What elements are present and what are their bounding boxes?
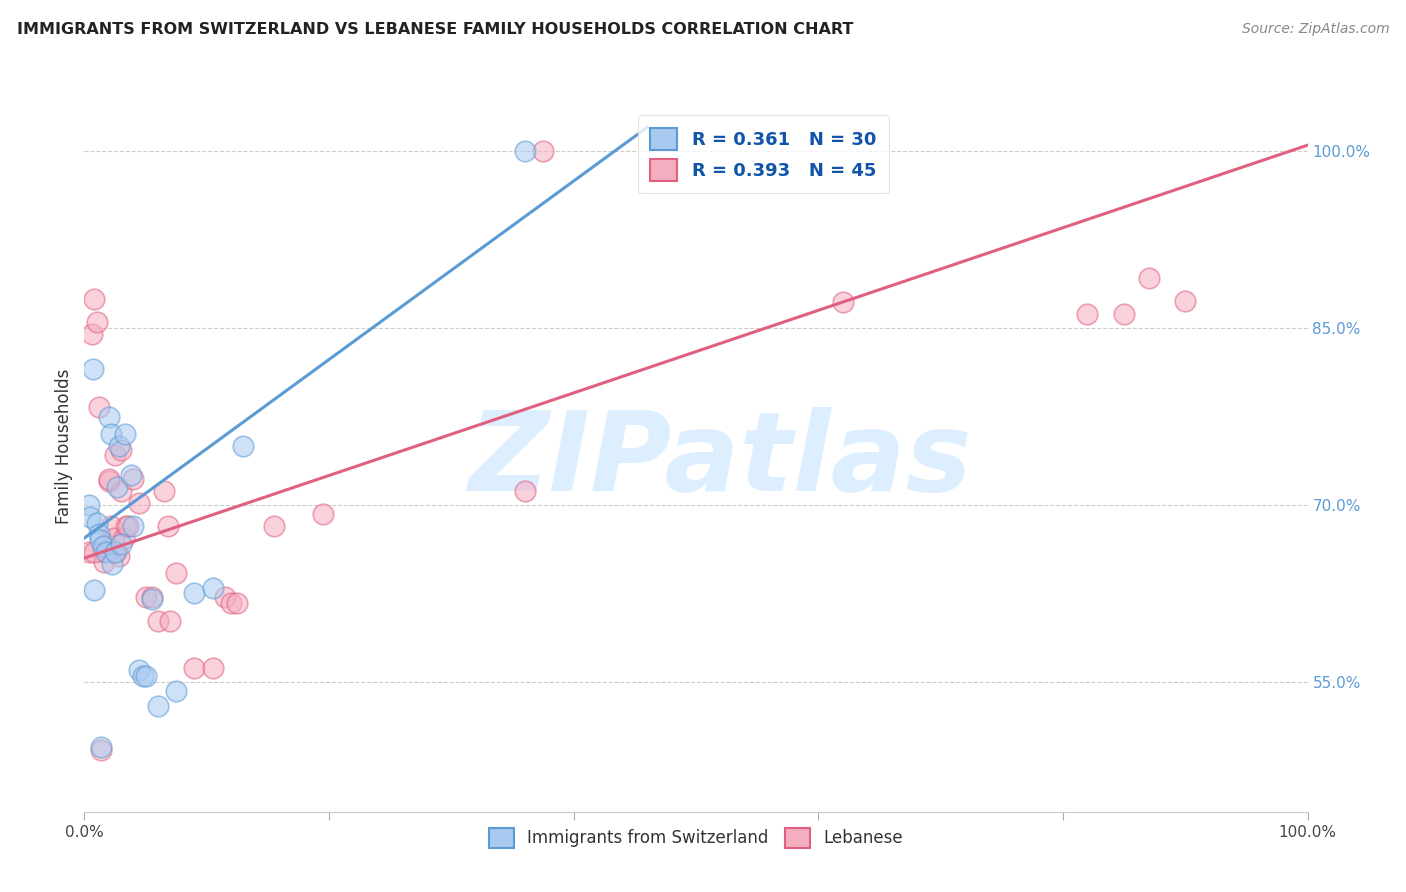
Point xyxy=(91,545,114,559)
Point xyxy=(531,144,554,158)
Legend: Immigrants from Switzerland, Lebanese: Immigrants from Switzerland, Lebanese xyxy=(482,821,910,855)
Y-axis label: Family Households: Family Households xyxy=(55,368,73,524)
Point xyxy=(165,566,187,581)
Point xyxy=(831,295,853,310)
Point xyxy=(87,400,110,414)
Point xyxy=(214,590,236,604)
Point xyxy=(91,539,114,553)
Point xyxy=(165,684,187,698)
Point xyxy=(107,439,129,453)
Point xyxy=(82,362,104,376)
Point xyxy=(105,545,128,559)
Point xyxy=(183,586,205,600)
Point xyxy=(263,519,285,533)
Point xyxy=(96,537,118,551)
Point xyxy=(93,555,115,569)
Point xyxy=(146,614,169,628)
Point xyxy=(122,519,145,533)
Point xyxy=(97,472,120,486)
Point xyxy=(100,427,122,442)
Point xyxy=(115,519,138,533)
Point xyxy=(226,596,249,610)
Point xyxy=(153,483,176,498)
Point xyxy=(110,483,132,498)
Point xyxy=(132,669,155,683)
Point xyxy=(120,468,142,483)
Point xyxy=(117,519,139,533)
Point xyxy=(141,590,163,604)
Point xyxy=(96,545,118,559)
Point xyxy=(101,557,124,571)
Point xyxy=(87,527,110,541)
Point xyxy=(122,472,145,486)
Point xyxy=(201,661,224,675)
Point xyxy=(114,427,136,442)
Point xyxy=(110,537,132,551)
Point xyxy=(83,545,105,559)
Point xyxy=(89,533,111,548)
Point xyxy=(97,475,120,489)
Point xyxy=(513,483,536,498)
Point xyxy=(80,326,103,341)
Point xyxy=(104,449,127,463)
Point xyxy=(128,663,150,677)
Point xyxy=(90,739,112,754)
Point xyxy=(128,495,150,509)
Point xyxy=(86,516,108,530)
Point xyxy=(146,698,169,713)
Point xyxy=(135,590,157,604)
Point xyxy=(83,582,105,597)
Point xyxy=(112,531,135,545)
Point xyxy=(77,545,100,559)
Point xyxy=(79,509,101,524)
Point xyxy=(107,549,129,563)
Point xyxy=(159,614,181,628)
Point xyxy=(103,531,125,545)
Point xyxy=(86,315,108,329)
Point xyxy=(183,661,205,675)
Point xyxy=(141,592,163,607)
Point xyxy=(135,669,157,683)
Text: ZIPatlas: ZIPatlas xyxy=(468,407,973,514)
Text: Source: ZipAtlas.com: Source: ZipAtlas.com xyxy=(1241,22,1389,37)
Point xyxy=(1137,271,1160,285)
Text: IMMIGRANTS FROM SWITZERLAND VS LEBANESE FAMILY HOUSEHOLDS CORRELATION CHART: IMMIGRANTS FROM SWITZERLAND VS LEBANESE … xyxy=(17,22,853,37)
Point xyxy=(1076,307,1098,321)
Point xyxy=(100,519,122,533)
Point xyxy=(201,581,224,595)
Point xyxy=(83,292,105,306)
Point xyxy=(312,508,335,522)
Point xyxy=(156,519,179,533)
Point xyxy=(513,144,536,158)
Point xyxy=(1114,307,1136,321)
Point xyxy=(232,439,254,453)
Point xyxy=(110,442,132,457)
Point xyxy=(97,409,120,424)
Point xyxy=(1174,293,1197,308)
Point xyxy=(77,498,100,512)
Point xyxy=(90,743,112,757)
Point xyxy=(104,545,127,559)
Point xyxy=(219,596,242,610)
Point xyxy=(105,480,128,494)
